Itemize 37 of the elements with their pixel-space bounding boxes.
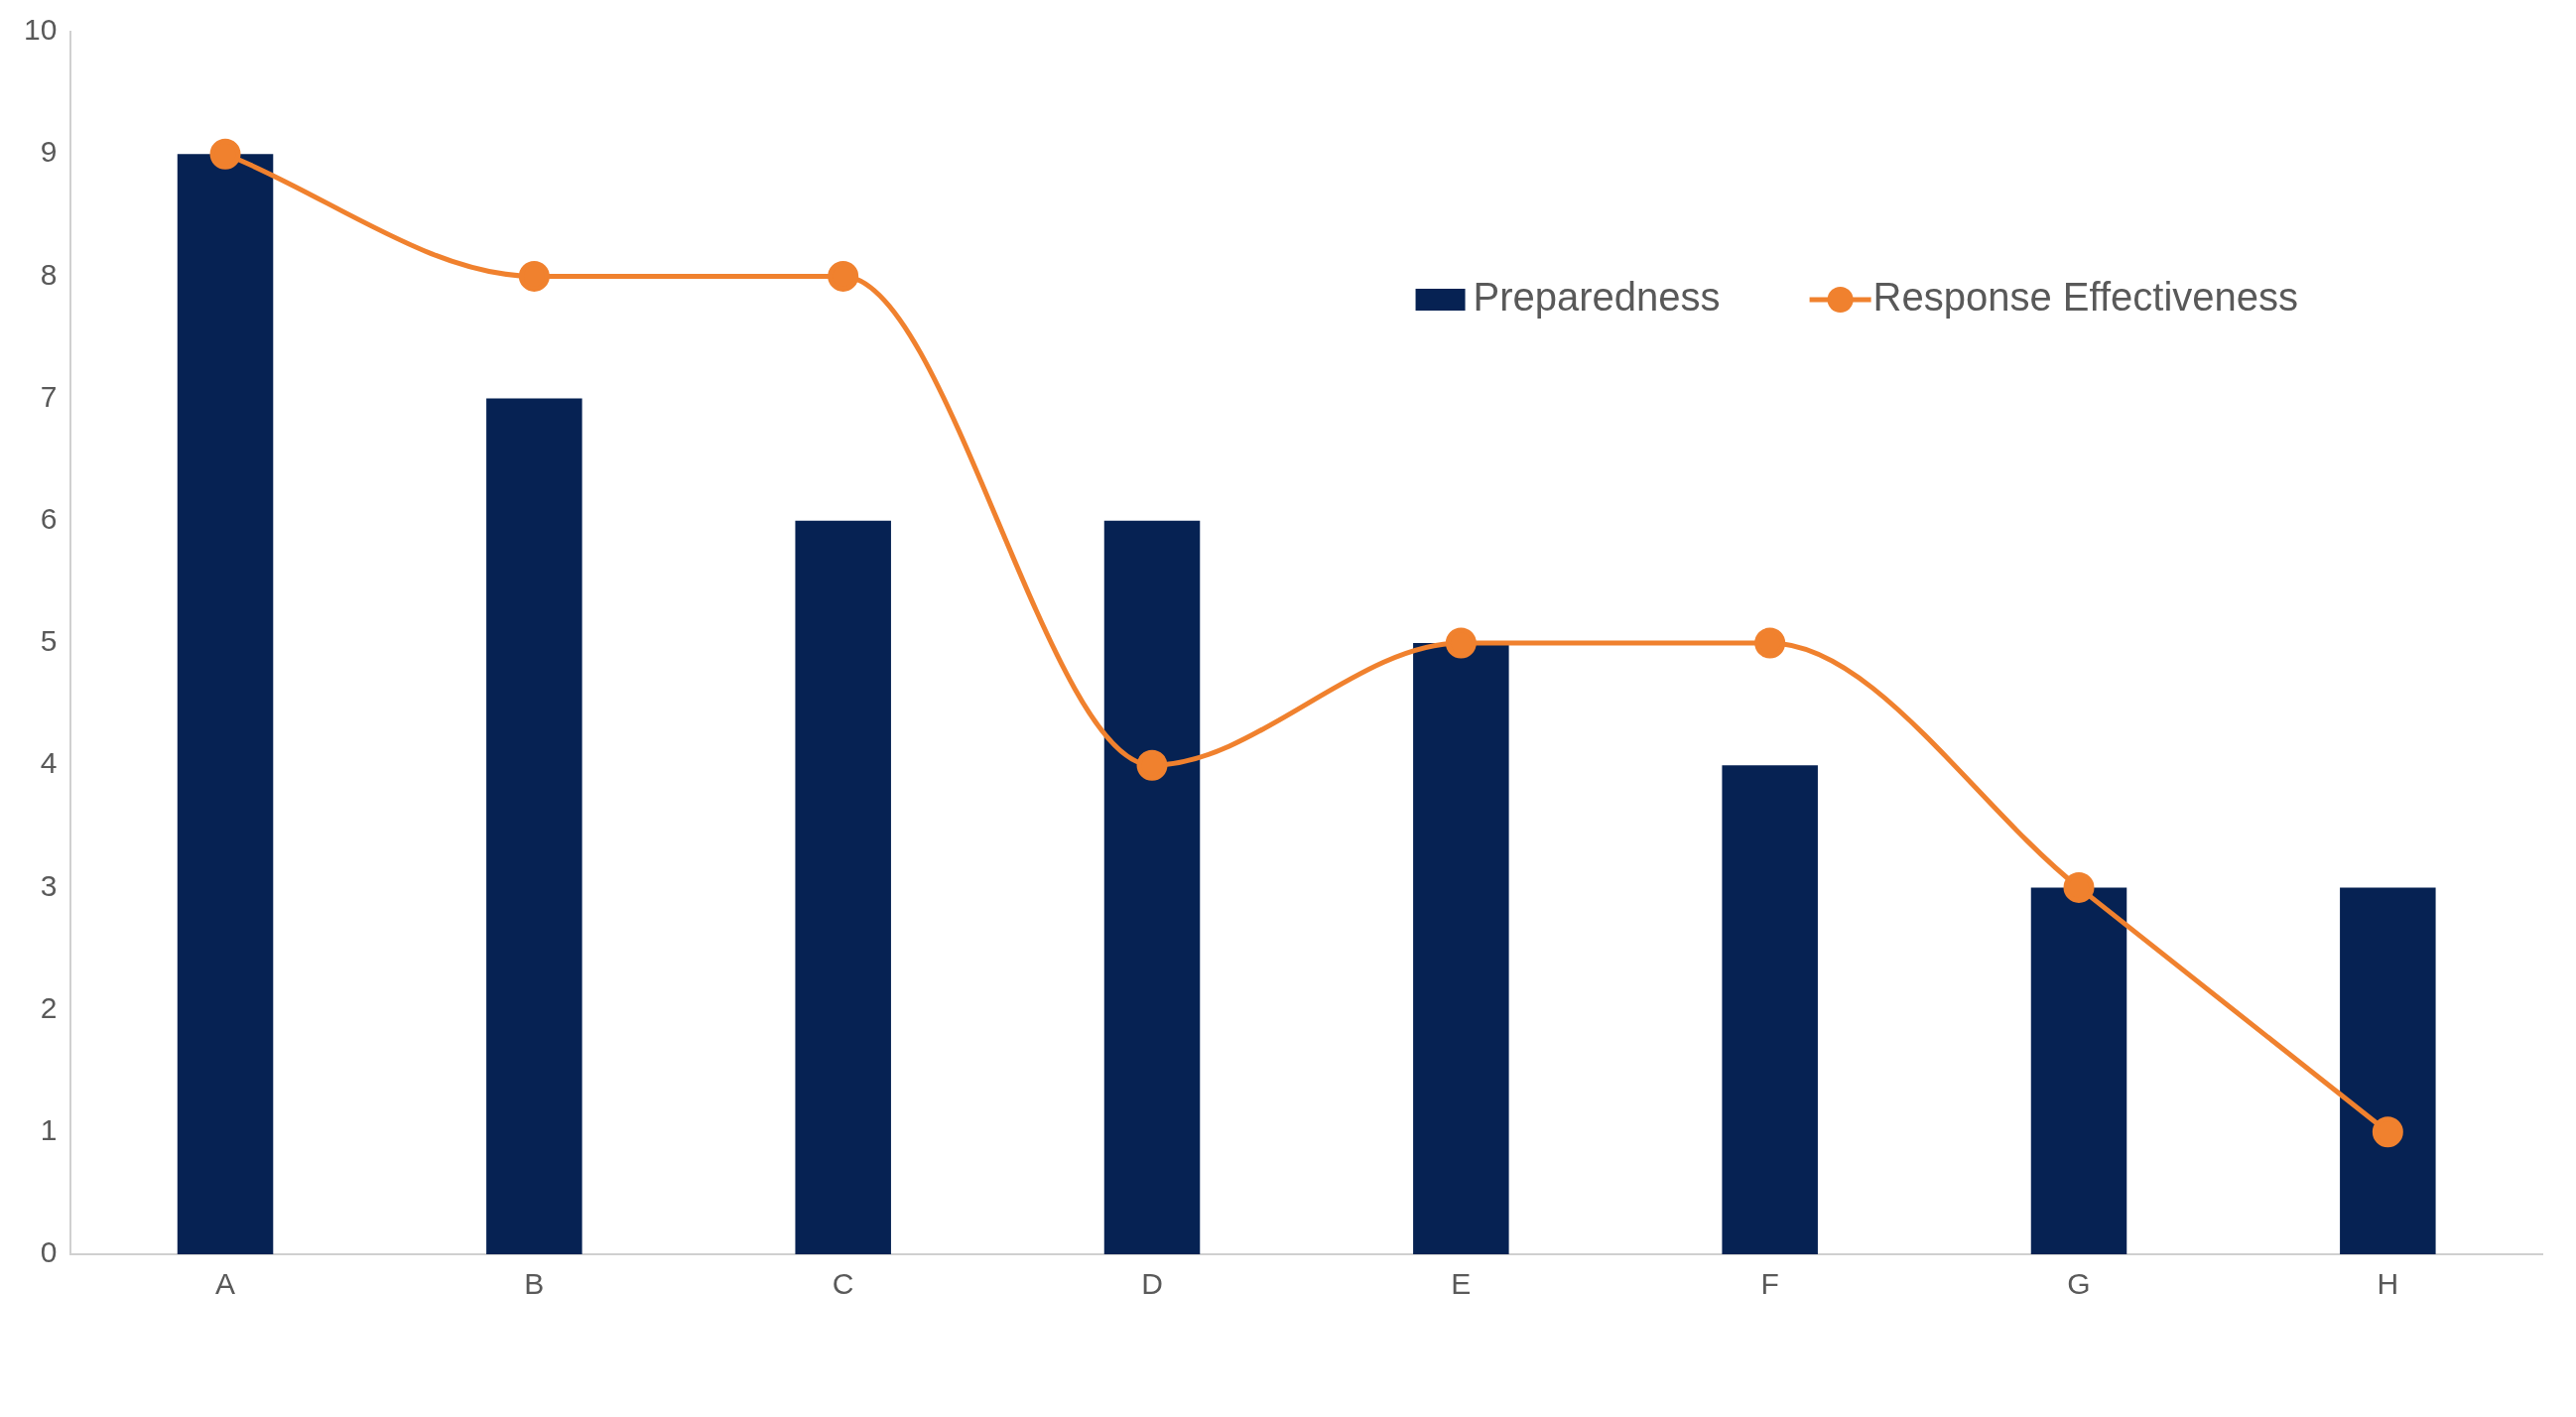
y-tick-label: 2 (40, 990, 58, 1024)
y-tick-label: 0 (40, 1235, 58, 1269)
y-tick-label: 3 (40, 868, 58, 902)
point (1136, 749, 1168, 781)
y-tick-label: 5 (40, 624, 58, 658)
y-tick-label: 10 (23, 13, 58, 47)
bar (1413, 643, 1509, 1254)
bar (177, 154, 274, 1254)
point (1445, 627, 1477, 659)
x-tick-label: H (2377, 1267, 2399, 1301)
bar (1103, 520, 1201, 1254)
bar (1722, 765, 1818, 1254)
point (1754, 627, 1786, 659)
point (828, 260, 859, 292)
point (518, 260, 550, 292)
y-tick-label: 8 (40, 257, 58, 291)
point (2063, 871, 2095, 903)
y-tick-label: 9 (40, 135, 58, 169)
bar (486, 398, 582, 1254)
point (2372, 1116, 2403, 1148)
x-tick-label: E (1451, 1267, 1472, 1301)
x-tick-label: G (2067, 1267, 2091, 1301)
legend-label: Response Effectiveness (1872, 275, 2299, 320)
x-tick-label: A (215, 1267, 236, 1301)
y-tick-label: 6 (40, 502, 58, 536)
x-tick-label: F (1760, 1267, 1779, 1301)
bar (2030, 887, 2127, 1254)
x-tick-label: D (1141, 1267, 1163, 1301)
y-tick-label: 7 (40, 379, 58, 413)
x-tick-label: C (832, 1267, 854, 1301)
point (209, 138, 241, 170)
y-tick-label: 1 (40, 1113, 58, 1147)
x-tick-label: B (524, 1267, 545, 1301)
bar (795, 520, 891, 1254)
y-tick-label: 4 (40, 746, 58, 780)
legend-label: Preparedness (1473, 275, 1721, 320)
bar (2340, 887, 2436, 1254)
